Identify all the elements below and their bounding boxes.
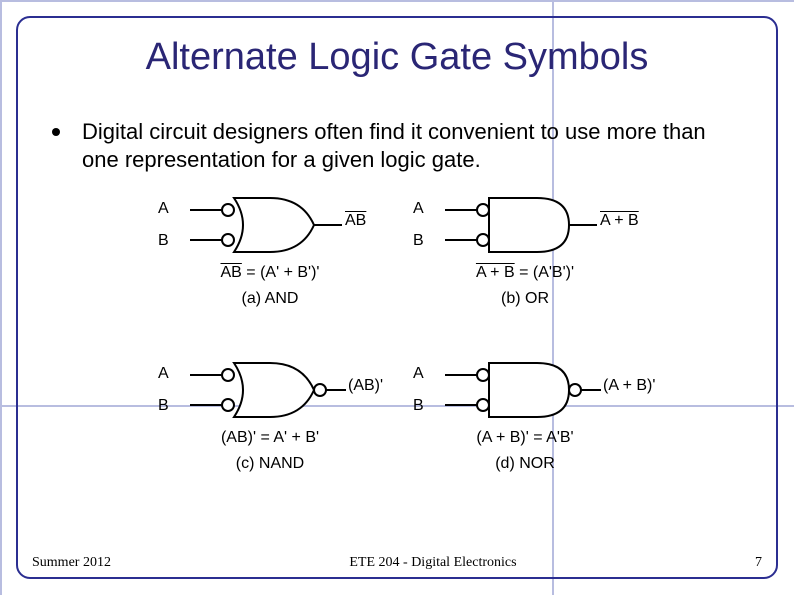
input-b-label: B	[413, 397, 424, 415]
page-title: Alternate Logic Gate Symbols	[0, 36, 794, 79]
gate-a-equation: AB = (A' + B')'	[150, 264, 390, 282]
gate-c-equation: (AB)' = A' + B'	[150, 429, 390, 447]
footer: Summer 2012 ETE 204 - Digital Electronic…	[32, 555, 762, 571]
body-paragraph: Digital circuit designers often find it …	[82, 118, 746, 173]
input-a-label: A	[158, 200, 169, 218]
footer-left: Summer 2012	[32, 555, 111, 571]
footer-page-number: 7	[755, 555, 762, 571]
gate-d-svg	[445, 355, 605, 425]
gate-d-output: (A + B)'	[603, 377, 655, 395]
gate-a-and: A B AB AB = (A' + B')' (a) AND	[150, 190, 390, 340]
gate-d-equation: (A + B)' = A'B'	[405, 429, 645, 447]
gate-c-caption: (c) NAND	[150, 455, 390, 473]
gate-b-or: A B A + B A + B = (A'B')' (b) OR	[405, 190, 645, 340]
gate-b-equation: A + B = (A'B')'	[405, 264, 645, 282]
gate-c-svg	[190, 355, 350, 425]
gate-d-nor: A B (A + B)' (A + B)' = A'B' (d) NOR	[405, 355, 645, 505]
gate-d-caption: (d) NOR	[405, 455, 645, 473]
input-a-label: A	[413, 200, 424, 218]
gate-c-output: (AB)'	[348, 377, 383, 395]
footer-center: ETE 204 - Digital Electronics	[111, 555, 755, 571]
slide: Alternate Logic Gate Symbols Digital cir…	[0, 0, 794, 595]
gate-a-svg	[190, 190, 350, 260]
input-a-label: A	[158, 365, 169, 383]
gate-c-nand: A B (AB)' (AB)' = A' + B' (c) NAND	[150, 355, 390, 505]
gate-b-svg	[445, 190, 605, 260]
gate-a-caption: (a) AND	[150, 290, 390, 308]
input-a-label: A	[413, 365, 424, 383]
input-b-label: B	[158, 397, 169, 415]
input-b-label: B	[158, 232, 169, 250]
gate-b-output: A + B	[600, 212, 639, 230]
input-b-label: B	[413, 232, 424, 250]
gate-a-output: AB	[345, 212, 366, 230]
gate-b-caption: (b) OR	[405, 290, 645, 308]
logic-gate-diagram: A B AB AB = (A' + B')' (a) AND A B	[150, 190, 644, 520]
bullet-icon	[52, 128, 60, 136]
